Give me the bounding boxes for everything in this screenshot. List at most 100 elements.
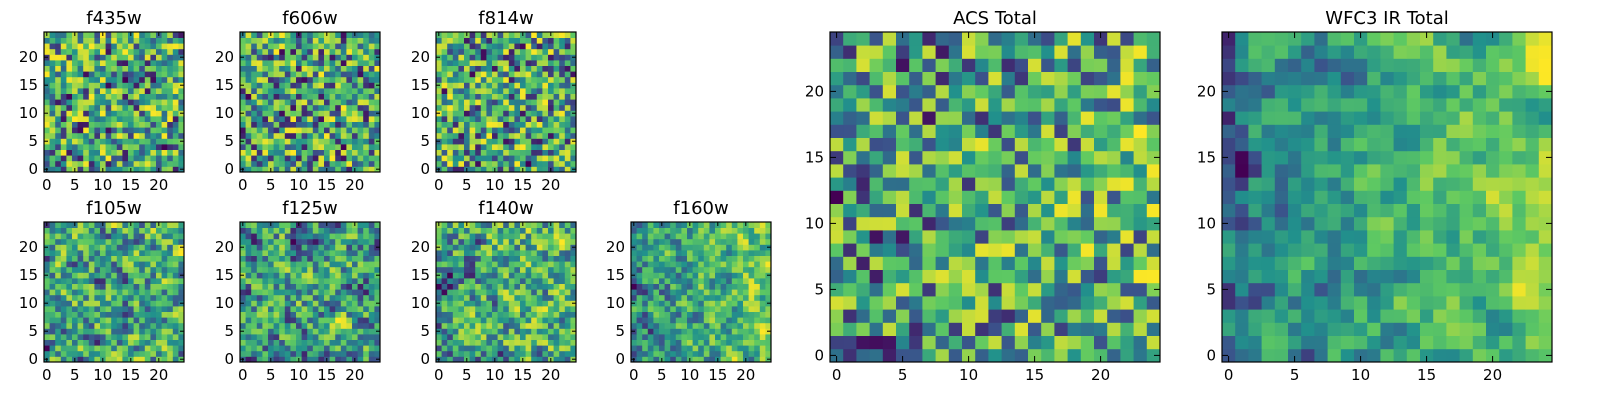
heatmap-cell [368, 132, 375, 139]
heatmap-cell [49, 266, 56, 273]
heatmap-cell [312, 311, 319, 318]
heatmap-cell [256, 339, 263, 346]
heatmap-cell [935, 230, 950, 244]
heatmap-cell [948, 243, 963, 257]
heatmap-cell [116, 272, 123, 279]
heatmap-cell [251, 76, 258, 83]
heatmap-cell [508, 261, 515, 268]
heatmap-cell [307, 294, 314, 301]
heatmap-cell [346, 132, 353, 139]
heatmap-cell [256, 334, 263, 340]
heatmap-cell [105, 345, 112, 352]
y-tick-label: 5 [420, 322, 430, 340]
heatmap-cell [49, 227, 56, 234]
heatmap-cell [447, 65, 454, 72]
heatmap-cell [503, 93, 510, 100]
heatmap-cell [144, 48, 151, 55]
heatmap-cell [486, 317, 493, 324]
heatmap-cell [692, 238, 699, 245]
x-tick-label: 20 [149, 366, 168, 384]
heatmap-cell [698, 289, 705, 296]
heatmap-cell [659, 289, 665, 296]
heatmap-cell [436, 155, 442, 162]
heatmap-cell [240, 37, 246, 44]
heatmap-cell [452, 244, 459, 251]
y-tick-label: 20 [411, 48, 430, 66]
heatmap-cell [301, 283, 308, 290]
heatmap-cell [525, 311, 532, 318]
heatmap-cell [548, 110, 554, 117]
heatmap-cell [469, 149, 476, 156]
heatmap-cell [922, 256, 936, 270]
heatmap-cell [256, 250, 263, 256]
heatmap-cell [268, 138, 274, 145]
heatmap-cell [1107, 282, 1121, 297]
heatmap-cell [94, 345, 101, 352]
heatmap-cell [720, 289, 727, 296]
heatmap-cell [882, 164, 897, 178]
heatmap-cell [720, 255, 727, 262]
heatmap-cell [464, 289, 470, 296]
heatmap-cell [133, 322, 140, 329]
heatmap-cell [559, 339, 566, 346]
heatmap-cell [352, 160, 358, 167]
heatmap-cell [436, 306, 442, 312]
heatmap-cell [172, 261, 179, 268]
heatmap-cell [352, 116, 358, 122]
heatmap-cell [475, 350, 482, 357]
heatmap-cell [754, 272, 761, 279]
heatmap-cell [55, 43, 62, 50]
heatmap-cell [486, 339, 493, 346]
heatmap-cell [962, 296, 976, 310]
heatmap-cell [520, 250, 526, 256]
heatmap-cell [352, 48, 358, 55]
heatmap-cell [525, 48, 532, 55]
heatmap-cell [144, 339, 151, 346]
heatmap-cell [335, 43, 342, 50]
heatmap-cell [268, 88, 274, 94]
heatmap-cell [352, 132, 358, 139]
heatmap-cell [559, 311, 566, 318]
heatmap-cell [116, 48, 123, 55]
heatmap-cell [948, 309, 963, 323]
heatmap-cell [536, 99, 543, 106]
heatmap-cell [262, 350, 269, 357]
heatmap-cell [436, 121, 442, 128]
heatmap-cell [357, 121, 364, 128]
heatmap-cell [256, 48, 263, 55]
heatmap-cell [653, 266, 660, 273]
heatmap-cell [492, 227, 498, 234]
heatmap-cell [94, 166, 101, 173]
heatmap-cell [520, 322, 526, 329]
heatmap-cell [49, 222, 56, 228]
heatmap-cell [508, 339, 515, 346]
heatmap-cell [279, 32, 286, 38]
heatmap-cell [88, 339, 95, 346]
heatmap-cell [520, 350, 526, 357]
heatmap-cell [262, 166, 269, 173]
heatmap-cell [480, 350, 487, 357]
heatmap-cell [709, 255, 716, 262]
heatmap-cell [715, 328, 721, 335]
heatmap-cell [536, 238, 543, 245]
heatmap-cell [357, 356, 364, 363]
heatmap-cell [492, 99, 498, 106]
heatmap-cell [497, 99, 504, 106]
heatmap-cell [49, 283, 56, 290]
heatmap-cell [329, 144, 336, 150]
heatmap-cell [636, 328, 643, 335]
heatmap-cell [94, 160, 101, 167]
heatmap-cell [324, 339, 330, 346]
heatmap-cell [564, 121, 571, 128]
heatmap-cell [548, 82, 554, 89]
heatmap-cell [161, 244, 168, 251]
heatmap-cell [441, 82, 448, 89]
heatmap-cell [469, 356, 476, 363]
heatmap-cell [307, 328, 314, 335]
heatmap-cell [631, 255, 637, 262]
heatmap-cell [268, 43, 274, 50]
heatmap-cell [94, 306, 101, 312]
heatmap-cell [1028, 216, 1042, 231]
heatmap-cell [765, 278, 772, 284]
heatmap-cell [553, 233, 560, 240]
